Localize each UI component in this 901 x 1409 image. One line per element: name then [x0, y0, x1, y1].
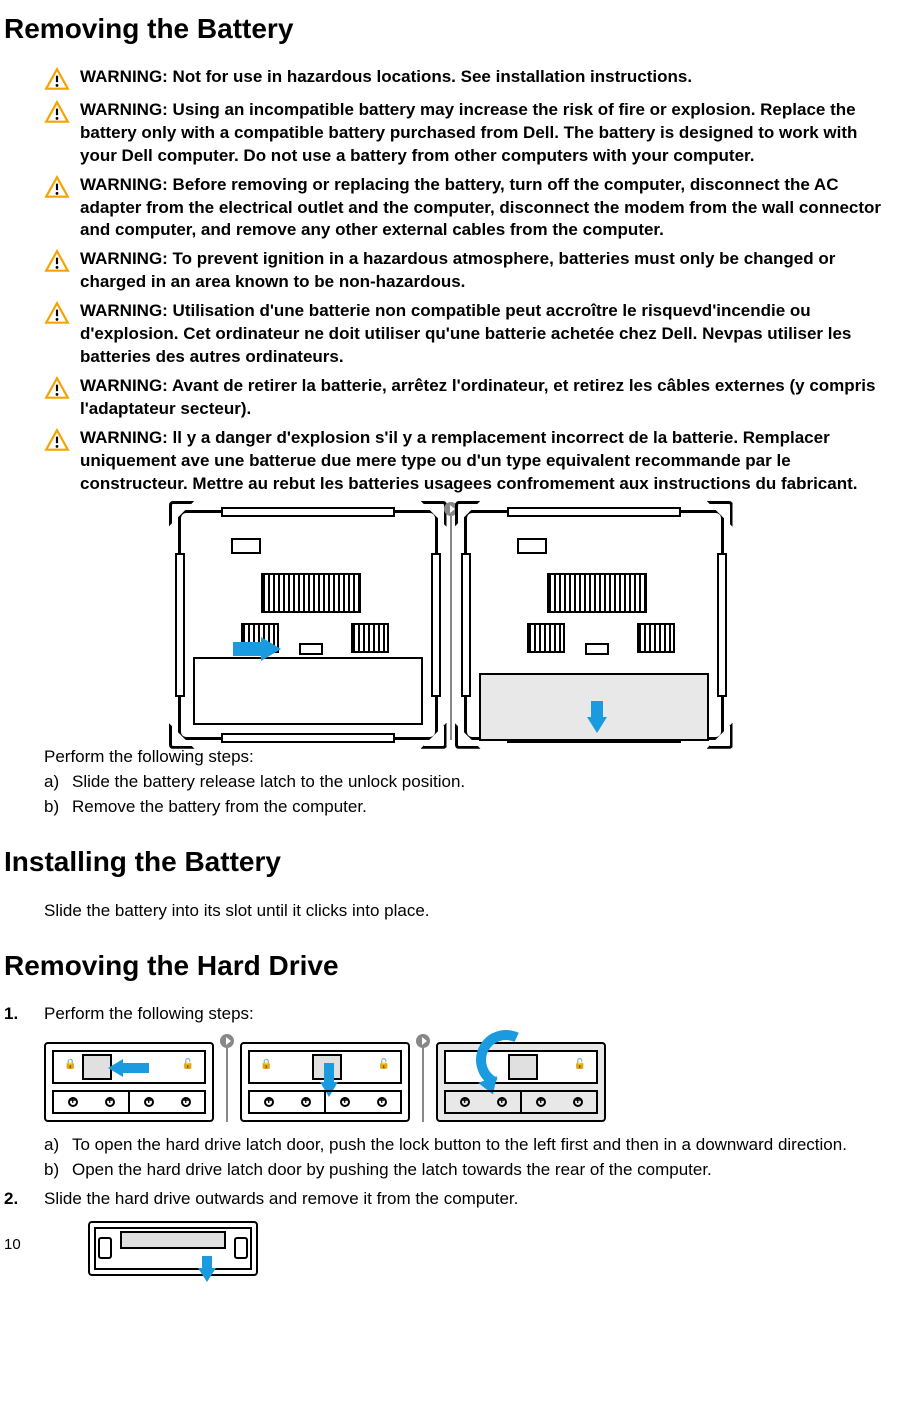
pull-down-arrow-icon: [587, 717, 607, 733]
push-left-arrow-icon: [108, 1059, 123, 1077]
hd-diagram-1: 🔒🔓: [44, 1042, 214, 1122]
warning-text: WARNING: ll y a danger d'explosion s'il …: [80, 427, 893, 496]
warning-6: WARNING: Avant de retirer la batterie, a…: [44, 375, 901, 421]
heading-removing-hd: Removing the Hard Drive: [4, 947, 901, 985]
warning-1: WARNING: Not for use in hazardous locati…: [44, 66, 901, 93]
battery-step-b: Remove the battery from the computer.: [44, 796, 901, 819]
warning-text: WARNING: Using an incompatible battery m…: [80, 99, 893, 168]
hd-substep-a: To open the hard drive latch door, push …: [44, 1134, 901, 1157]
hd-step-1-text: Perform the following steps:: [44, 1004, 254, 1023]
hd-slide-out-diagram: [88, 1221, 258, 1276]
device-diagram-step2: [464, 510, 724, 740]
warning-text: WARNING: Avant de retirer la batterie, a…: [80, 375, 893, 421]
swing-open-arrow-icon: [468, 1022, 545, 1099]
battery-steps-list: Slide the battery release latch to the u…: [44, 771, 901, 819]
warning-text: WARNING: To prevent ignition in a hazard…: [80, 248, 893, 294]
battery-step-a: Slide the battery release latch to the u…: [44, 771, 901, 794]
page-number: 10: [4, 1235, 21, 1255]
heading-installing-battery: Installing the Battery: [4, 843, 901, 881]
warning-icon: [44, 376, 70, 402]
warning-icon: [44, 428, 70, 454]
warning-4: WARNING: To prevent ignition in a hazard…: [44, 248, 901, 294]
slide-out-arrow-icon: [198, 1268, 216, 1282]
step-separator-icon: [422, 1042, 424, 1122]
warning-icon: [44, 175, 70, 201]
hd-substep-b: Open the hard drive latch door by pushin…: [44, 1159, 901, 1182]
warning-icon: [44, 67, 70, 93]
warning-icon: [44, 301, 70, 327]
slide-right-arrow-icon: [261, 637, 281, 661]
warning-2: WARNING: Using an incompatible battery m…: [44, 99, 901, 168]
warning-text: WARNING: Before removing or replacing th…: [80, 174, 893, 243]
battery-diagram-row: [0, 510, 901, 740]
warning-text: WARNING: Utilisation d'une batterie non …: [80, 300, 893, 369]
warning-7: WARNING: ll y a danger d'explosion s'il …: [44, 427, 901, 496]
device-diagram-step1: [178, 510, 438, 740]
warning-5: WARNING: Utilisation d'une batterie non …: [44, 300, 901, 369]
warning-icon: [44, 100, 70, 126]
step-separator-icon: [450, 510, 452, 740]
warning-icon: [44, 249, 70, 275]
hd-step-2: Slide the hard drive outwards and remove…: [0, 1188, 901, 1276]
hd-step-1: Perform the following steps: 🔒🔓 🔒🔓: [0, 1003, 901, 1182]
battery-steps-intro: Perform the following steps:: [44, 746, 901, 769]
step-separator-icon: [226, 1042, 228, 1122]
hd-step-2-text: Slide the hard drive outwards and remove…: [44, 1189, 518, 1208]
hd-substeps-list: To open the hard drive latch door, push …: [44, 1134, 901, 1182]
hd-steps-list: Perform the following steps: 🔒🔓 🔒🔓: [0, 1003, 901, 1276]
hd-diagram-3: 🔓: [436, 1042, 606, 1122]
install-battery-text: Slide the battery into its slot until it…: [44, 900, 901, 923]
hd-diagram-2: 🔒🔓: [240, 1042, 410, 1122]
warning-3: WARNING: Before removing or replacing th…: [44, 174, 901, 243]
heading-removing-battery: Removing the Battery: [4, 10, 901, 48]
warning-text: WARNING: Not for use in hazardous locati…: [80, 66, 692, 89]
hd-diagram-row: 🔒🔓 🔒🔓 🔓: [44, 1042, 901, 1122]
